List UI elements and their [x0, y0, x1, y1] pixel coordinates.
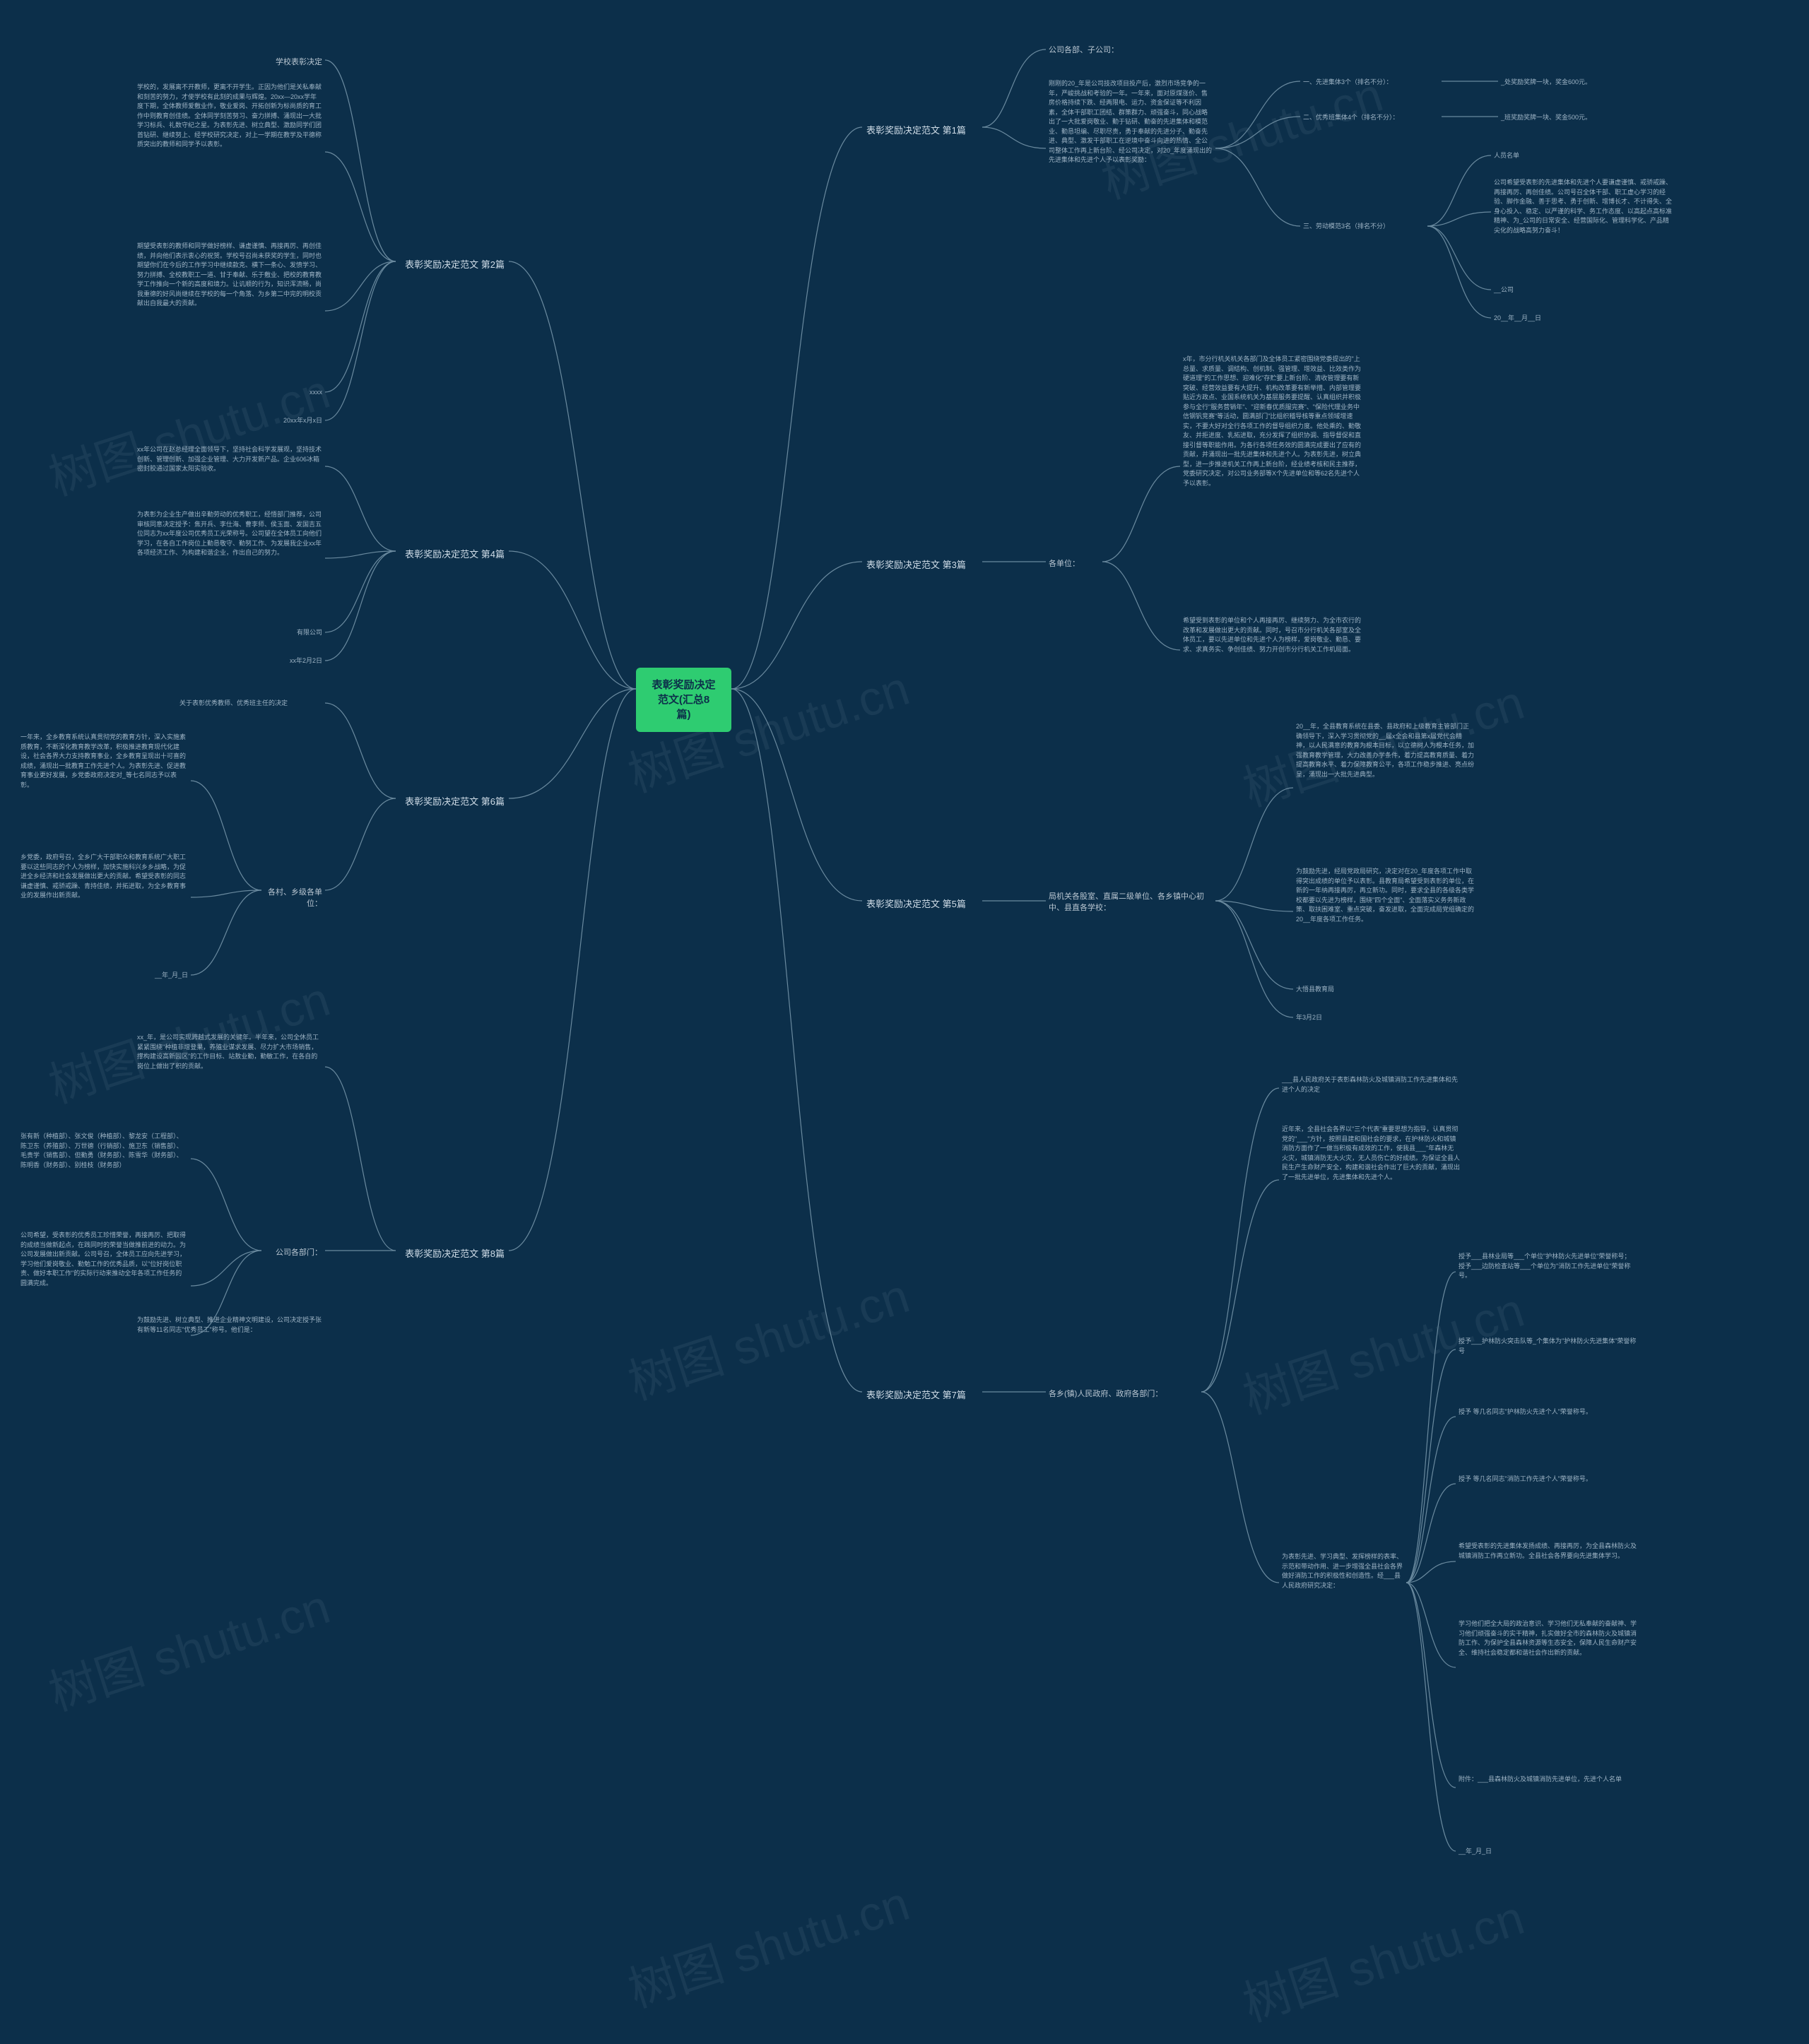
b2-t4: 20xx年x月x日 — [247, 415, 325, 427]
b4-t3: 有限公司 — [269, 627, 325, 639]
b5-t3: 大悟县教育局 — [1293, 983, 1337, 996]
b7-top: ___县人民政府关于表彰森林防火及城镇消防工作先进集体和先进个人的决定 — [1279, 1074, 1463, 1096]
root-node: 表彰奖励决定范文(汇总8篇) — [636, 668, 731, 732]
b7-t1: 近年来，全县社会各界以"三个代表"重要思想为指导，认真贯彻党的"___"方针，按… — [1279, 1123, 1463, 1183]
b6-t2: 乡党委，政府号召，全乡广大干部职众和教育系统广大职工要以这些同志的个人为榜样，加… — [18, 851, 191, 902]
b7-b3: 附件：___县森林防火及城镇消防先进单位，先进个人名单 — [1456, 1773, 1625, 1786]
b1-text: 刚刚的20_年是公司技改项目投产后，激烈市场竞争的一年，严峻挑战和考验的一年。一… — [1046, 78, 1215, 167]
branch-3: 表彰奖励决定范文 第3篇 — [862, 555, 970, 574]
b7-blabel: 为表彰先进、学习典型、发挥榜样的表率、示范和带动作用、进一步增强全县社会各界做好… — [1279, 1551, 1406, 1592]
b1-r3-l1: 人员名单 — [1491, 150, 1522, 163]
b1-r1-label: 一、先进集体3个（排名不分）： — [1300, 76, 1396, 89]
branch-1: 表彰奖励决定范文 第1篇 — [862, 120, 970, 139]
b5-t4: 年3月2日 — [1293, 1012, 1325, 1024]
watermark: 树图 shutu.cn — [39, 353, 337, 509]
b7-s2: 授予___护林防火突击队等_个集体为"护林防火先进集体"荣誉称号 — [1456, 1335, 1639, 1357]
b5-t2: 为鼓励先进，经局党政局研究，决定对在20_年度各项工作中取得突出成绩的单位予以表… — [1293, 866, 1477, 926]
b4-t4: xx年2月2日 — [254, 655, 325, 668]
b5-sub: 局机关各股室、直属二级单位、各乡镇中心初中、县直各学校： — [1046, 889, 1208, 914]
b8-names: 张有新（种植部）、张文俊（种植部）、黎龙安（工程部）、陈卫东（养殖部）、万世德（… — [18, 1130, 191, 1171]
b2-sub: 学校表彰决定 — [240, 54, 325, 69]
b1-r3-l3: __公司 — [1491, 284, 1516, 297]
b1-r3-label: 三、劳动模范3名（排名不分） — [1300, 220, 1392, 233]
b1-r3-l2: 公司希望受表彰的先进集体和先进个人要谦虚谨慎、戒骄戒躁、再接再厉、再创佳绩。公司… — [1491, 177, 1675, 237]
b7-b4: __年_月_日 — [1456, 1845, 1495, 1858]
b6-t1: 一年来，全乡教育系统认真贯彻党的教育方针，深入实施素质教育，不断深化教育教学改革… — [18, 731, 191, 791]
branch-6: 表彰奖励决定范文 第6篇 — [396, 791, 509, 810]
b4-t1: xx年公司在赵总经理全面领导下，坚持社会科学发展观，坚持技术创新、管理创新、加强… — [134, 444, 325, 475]
b8-sub: 公司各部门： — [261, 1245, 325, 1259]
branch-2: 表彰奖励决定范文 第2篇 — [396, 254, 509, 273]
b2-t2: 期望受表彰的教师和同学做好榜样、谦虚谨慎、再接再厉、再创佳绩，并向他们表示衷心的… — [134, 240, 325, 310]
branch-5: 表彰奖励决定范文 第5篇 — [862, 894, 970, 913]
b1-sub: 公司各部、子公司： — [1046, 42, 1121, 57]
b6-t3: __年_月_日 — [134, 969, 191, 982]
b1-r2-label: 二、优秀班集体4个（排名不分）： — [1300, 112, 1402, 124]
b6-sub: 各村、乡级各单位： — [261, 885, 325, 910]
branch-4: 表彰奖励决定范文 第4篇 — [396, 544, 509, 563]
b7-b1: 希望受表彰的先进集体发扬成绩、再接再厉，为全县森林防火及城镇消防工作再立新功。全… — [1456, 1540, 1639, 1562]
b5-t1: 20__年，全县教育系统在县委、县政府和上级教育主管部门正确领导下，深入学习贯彻… — [1293, 721, 1477, 781]
watermark: 树图 shutu.cn — [1233, 1879, 1531, 2035]
b4-t2: 为表彰为企业生产做出辛勤劳动的优秀职工，经悟部门推荐，公司审核同意决定授予：焦开… — [134, 509, 325, 560]
b3-t1: x年，市分行机关机关各部门及全体员工紧密围绕党委提出的"上总量、求质量、调结构、… — [1180, 353, 1364, 490]
branch-8: 表彰奖励决定范文 第8篇 — [396, 1243, 509, 1263]
b1-r2-val: _班奖励奖牌一块、奖金500元。 — [1498, 112, 1594, 124]
b8-t1: xx_年，是公司实现跨越式发展的关键年。半年来，公司全休员工紧紧围绕"种植非增登… — [134, 1032, 325, 1073]
b2-t1: 学校的，发展离不开教师，更离不开学生。正因为他们是关私奉献和刻苦的努力，才使学校… — [134, 81, 325, 151]
b3-sub: 各单位： — [1046, 556, 1083, 570]
watermark: 树图 shutu.cn — [618, 1865, 917, 2021]
b7-s4: 授予 等几名同志"消防工作先进个人"荣誉称号。 — [1456, 1473, 1595, 1486]
b8-mid: 为鼓励先进、树立典型、推进企业精神文明建设，公司决定授予张有新等11名同志"优秀… — [134, 1314, 325, 1336]
b1-r1-val: _处奖励奖牌一块，奖金600元。 — [1498, 76, 1594, 89]
b8-t2: 公司希望，受表彰的优秀员工珍惜荣誉，再接再厉、把取得的成绩当做新起点，在践同时的… — [18, 1229, 191, 1289]
branch-7: 表彰奖励决定范文 第7篇 — [862, 1385, 970, 1404]
b7-sub: 各乡(镇)人民政府、政府各部门： — [1046, 1386, 1165, 1400]
b1-r3-l4: 20__年__月__日 — [1491, 312, 1544, 325]
b7-s3: 授予 等几名同志"护林防火先进个人"荣誉称号。 — [1456, 1406, 1595, 1419]
b7-s1: 授予___县林业局等___个单位"护林防火先进单位"荣誉称号；授予___边防检查… — [1456, 1251, 1639, 1282]
b3-t2: 希望受到表彰的单位和个人再接再厉、继续努力、为全市农行的改革和发展做出更大的贡献… — [1180, 615, 1364, 656]
b2-t3: xxxx — [283, 386, 325, 399]
watermark: 树图 shutu.cn — [39, 1568, 337, 1724]
b6-subtop: 关于表彰优秀教师、优秀班主任的决定 — [177, 697, 290, 710]
b7-b2: 学习他们把全大局的政治意识、学习他们无私奉献的奋献神、学习他们顽强奋斗的实干精神… — [1456, 1618, 1639, 1659]
